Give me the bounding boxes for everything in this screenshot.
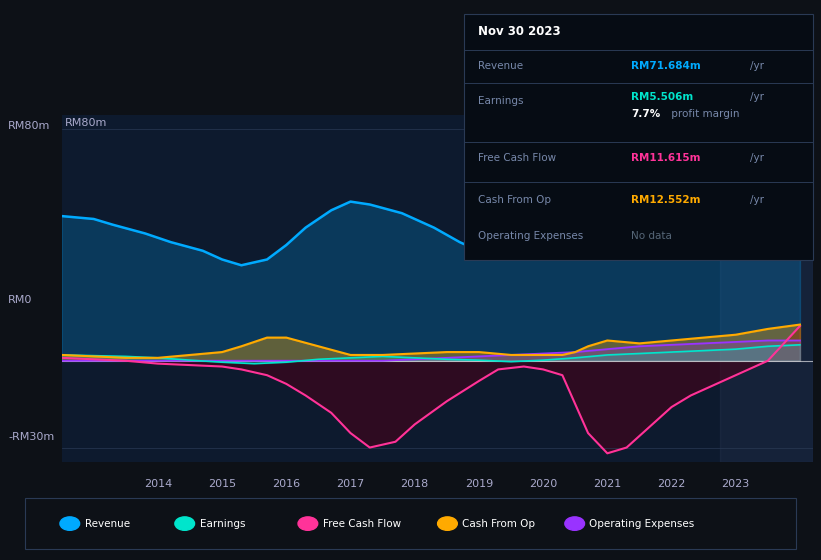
- Text: RM12.552m: RM12.552m: [631, 195, 701, 205]
- Text: 2014: 2014: [144, 479, 172, 489]
- Text: 2020: 2020: [529, 479, 557, 489]
- Text: Earnings: Earnings: [200, 519, 245, 529]
- Text: Cash From Op: Cash From Op: [478, 195, 551, 205]
- Text: 7.7%: 7.7%: [631, 109, 661, 119]
- Text: Nov 30 2023: Nov 30 2023: [478, 25, 561, 38]
- Text: RM0: RM0: [8, 295, 33, 305]
- Text: /yr: /yr: [750, 91, 764, 101]
- Text: 2016: 2016: [273, 479, 300, 489]
- Text: 2019: 2019: [465, 479, 493, 489]
- Text: /yr: /yr: [750, 195, 764, 205]
- Text: RM5.506m: RM5.506m: [631, 91, 694, 101]
- Text: 2023: 2023: [722, 479, 750, 489]
- Bar: [720, 115, 813, 462]
- Text: profit margin: profit margin: [668, 109, 740, 119]
- Text: No data: No data: [631, 231, 672, 241]
- Text: Cash From Op: Cash From Op: [462, 519, 535, 529]
- Text: Earnings: Earnings: [478, 96, 523, 106]
- Text: RM80m: RM80m: [8, 121, 51, 131]
- Text: RM80m: RM80m: [65, 118, 108, 128]
- Text: /yr: /yr: [750, 153, 764, 163]
- Text: 2018: 2018: [401, 479, 429, 489]
- Text: -RM30m: -RM30m: [8, 432, 54, 442]
- Text: Operating Expenses: Operating Expenses: [478, 231, 583, 241]
- Text: Free Cash Flow: Free Cash Flow: [323, 519, 401, 529]
- Text: 2015: 2015: [208, 479, 236, 489]
- Text: RM11.615m: RM11.615m: [631, 153, 701, 163]
- Text: 2017: 2017: [337, 479, 365, 489]
- Text: /yr: /yr: [750, 60, 764, 71]
- Text: Free Cash Flow: Free Cash Flow: [478, 153, 556, 163]
- Text: Revenue: Revenue: [478, 60, 523, 71]
- Text: Operating Expenses: Operating Expenses: [589, 519, 695, 529]
- Text: 2022: 2022: [658, 479, 686, 489]
- Text: Revenue: Revenue: [85, 519, 130, 529]
- Text: RM71.684m: RM71.684m: [631, 60, 701, 71]
- Text: 2021: 2021: [594, 479, 621, 489]
